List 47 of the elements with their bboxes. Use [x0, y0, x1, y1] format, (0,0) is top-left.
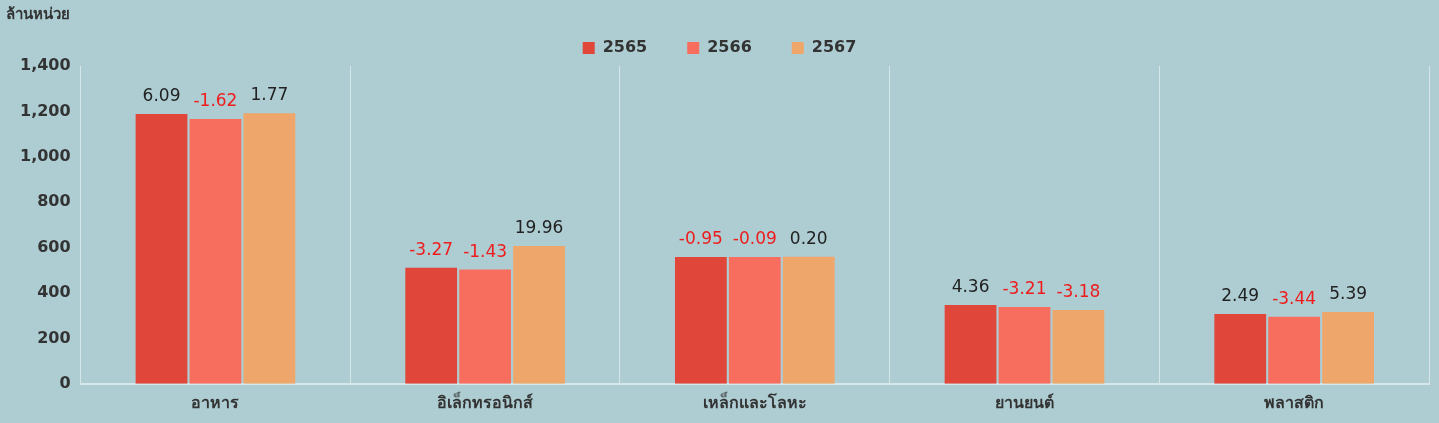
x-tick-label: อาหาร [191, 392, 240, 412]
y-tick-label: 1,400 [20, 55, 71, 75]
bar [405, 267, 458, 384]
bar [1052, 310, 1105, 384]
y-tick-label: 400 [37, 282, 71, 302]
bar [674, 256, 727, 384]
y-tick-label: 800 [37, 191, 71, 211]
x-tick-label: อิเล็กทรอนิกส์ [437, 390, 534, 412]
legend-label: 2567 [811, 37, 857, 57]
annotation: -3.27 [409, 238, 454, 259]
annotation: 2.49 [1221, 284, 1260, 305]
annotation: -3.18 [1056, 280, 1101, 301]
bar [459, 269, 512, 384]
bar [1322, 312, 1374, 384]
bar [1214, 313, 1267, 384]
bar [998, 307, 1051, 384]
bar [728, 256, 781, 384]
annotation: 4.36 [951, 275, 990, 296]
annotation: 19.96 [514, 216, 564, 237]
bar [243, 113, 296, 384]
annotation: -1.62 [193, 90, 238, 111]
annotation: 0.20 [789, 227, 828, 248]
annotation: -0.95 [678, 227, 723, 248]
annotation: -0.09 [732, 227, 777, 248]
bar [944, 305, 997, 384]
x-tick-label: พลาสติก [1264, 392, 1325, 412]
legend-label: 2566 [707, 37, 752, 57]
bar [135, 114, 188, 384]
bar [782, 256, 835, 384]
annotation: -3.21 [1002, 278, 1047, 298]
bar [1268, 316, 1321, 384]
annotation: -3.44 [1272, 287, 1317, 308]
annotation: -1.43 [463, 240, 508, 261]
y-tick-label: 200 [37, 327, 71, 347]
annotation: 1.77 [250, 84, 289, 105]
y-tick-label: 0 [59, 372, 71, 392]
x-tick-label: ยานยนต์ [994, 392, 1054, 412]
legend-label: 2565 [602, 37, 648, 57]
y-tick-label: 600 [37, 236, 71, 256]
y-tick-label: 1,000 [20, 145, 71, 165]
bar [513, 246, 565, 384]
x-tick-label: เหล็กและโลหะ [702, 390, 807, 412]
y-axis-title: ล้านหน่วย [6, 5, 70, 24]
annotation: 5.39 [1329, 282, 1368, 303]
bar [189, 119, 242, 384]
annotation: 6.09 [142, 85, 181, 106]
y-tick-label: 1,200 [20, 100, 71, 120]
